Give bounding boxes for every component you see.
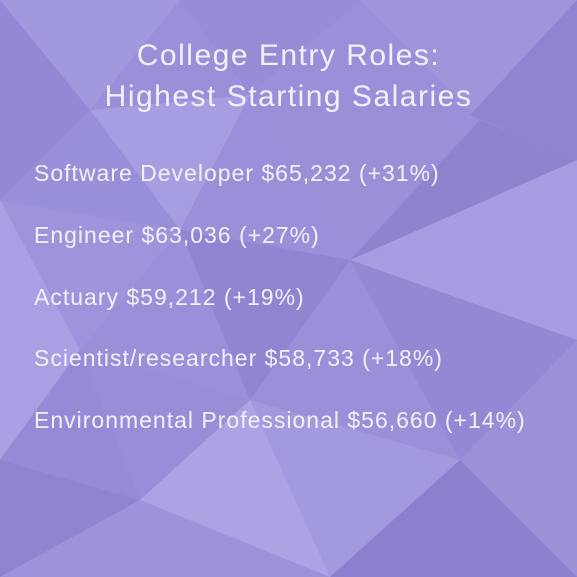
content-panel: College Entry Roles: Highest Starting Sa… <box>0 0 577 577</box>
list-item: Environmental Professional $56,660 (+14%… <box>34 406 543 435</box>
page-title: College Entry Roles: Highest Starting Sa… <box>34 36 543 117</box>
list-item: Scientist/researcher $58,733 (+18%) <box>34 344 543 373</box>
title-line-1: College Entry Roles: <box>34 36 543 77</box>
list-item: Software Developer $65,232 (+31%) <box>34 159 543 188</box>
title-line-2: Highest Starting Salaries <box>34 77 543 118</box>
salary-list: Software Developer $65,232 (+31%) Enginee… <box>34 159 543 435</box>
list-item: Engineer $63,036 (+27%) <box>34 221 543 250</box>
list-item: Actuary $59,212 (+19%) <box>34 283 543 312</box>
